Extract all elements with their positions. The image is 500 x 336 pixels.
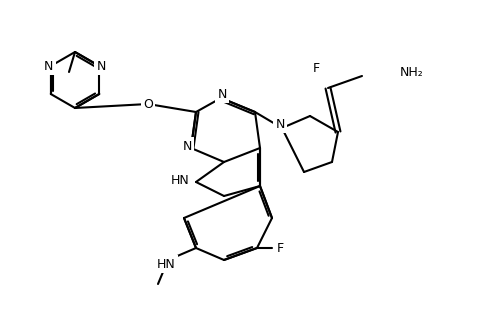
Text: HN: HN (156, 257, 176, 270)
Text: F: F (312, 61, 320, 75)
Text: N: N (218, 87, 226, 100)
Text: NH₂: NH₂ (400, 66, 424, 79)
Text: N: N (44, 59, 54, 73)
Text: N: N (182, 139, 192, 153)
Text: F: F (276, 242, 283, 254)
Text: HN: HN (171, 173, 190, 186)
Text: N: N (96, 59, 106, 73)
Text: O: O (143, 97, 153, 111)
Text: N: N (276, 118, 284, 130)
